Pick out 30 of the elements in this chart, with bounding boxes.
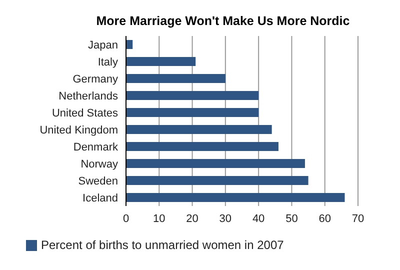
x-tick-label: 60 [318, 212, 331, 225]
bar [126, 142, 278, 151]
y-tick-label: Italy [98, 56, 118, 68]
bar [126, 40, 133, 49]
bar [126, 74, 226, 83]
y-tick-label: Norway [80, 158, 118, 170]
y-tick-label: Japan [88, 39, 118, 52]
x-tick-label: 70 [352, 212, 364, 225]
y-tick-label: Iceland [82, 192, 118, 204]
x-tick-label: 30 [219, 212, 232, 225]
y-tick-label: United States [52, 107, 118, 120]
y-tick-label: Netherlands [58, 90, 118, 102]
y-tick-label: Sweden [78, 175, 118, 188]
chart-title: More Marriage Won't Make Us More Nordic [95, 13, 351, 28]
bar [126, 57, 196, 66]
bar [126, 91, 259, 100]
bar [126, 193, 345, 202]
y-tick-label: United Kingdom [40, 124, 118, 136]
bar [126, 176, 308, 185]
y-tick-label: Denmark [73, 141, 118, 154]
bar [126, 159, 305, 168]
bar [126, 108, 259, 117]
y-tick-label: Germany [72, 73, 118, 86]
x-tick-label: 0 [122, 212, 130, 225]
x-tick-label: 40 [252, 212, 265, 225]
x-tick-label: 50 [286, 212, 298, 225]
x-tick-label: 20 [186, 212, 198, 225]
legend-label: Percent of births to unmarried women in 2007 [41, 238, 284, 252]
bar [126, 125, 272, 134]
x-tick-label: 10 [153, 212, 166, 225]
